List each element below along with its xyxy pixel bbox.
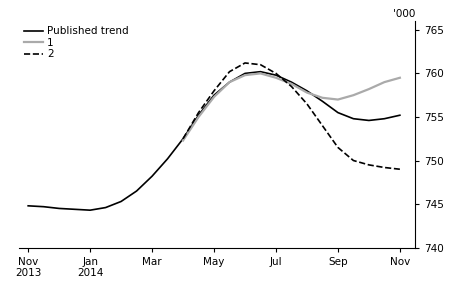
- Text: '000: '000: [393, 9, 415, 19]
- Legend: Published trend, 1, 2: Published trend, 1, 2: [24, 26, 129, 59]
